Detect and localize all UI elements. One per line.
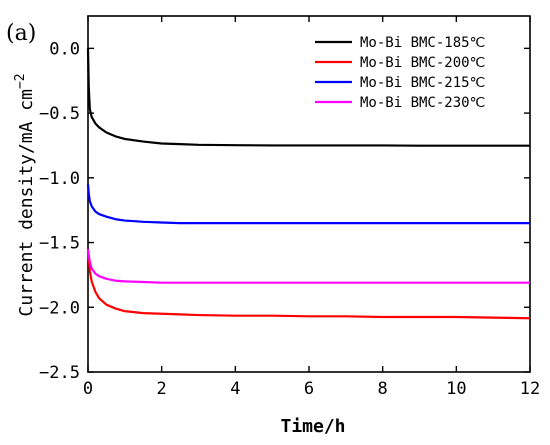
series-line-4 (86, 248, 530, 284)
legend-label-4: Mo-Bi BMC-230℃ (360, 95, 485, 111)
x-tick-label: 6 (304, 379, 314, 399)
y-tick-label: −2.5 (39, 363, 80, 383)
x-tick-label: 0 (83, 379, 93, 399)
y-axis-label-superscript: −2 (13, 73, 28, 89)
y-tick-label: −2.0 (39, 298, 80, 318)
legend-label-3: Mo-Bi BMC-215℃ (360, 75, 485, 91)
x-tick-label: 2 (157, 379, 167, 399)
panel-label: (a) (6, 21, 36, 46)
x-tick-label: 10 (446, 379, 466, 399)
y-tick-label: −1.0 (39, 169, 80, 189)
series-line-3 (86, 184, 530, 225)
y-axis-ticks: 0.0 −0.5 −1.0 −1.5 −2.0 −2.5 (39, 39, 530, 383)
legend: Mo-Bi BMC-185℃ Mo-Bi BMC-200℃ Mo-Bi BMC-21… (315, 35, 485, 111)
y-tick-label: −1.5 (39, 234, 80, 254)
x-tick-label: 8 (378, 379, 388, 399)
y-axis-label: Current density/mA cm−2 (13, 73, 37, 316)
x-tick-label: 12 (520, 379, 540, 399)
legend-label-2: Mo-Bi BMC-200℃ (360, 55, 485, 71)
y-tick-label: −0.5 (39, 104, 80, 124)
x-axis-label: Time/h (280, 416, 345, 437)
x-axis-ticks: 0 2 4 6 8 10 12 (83, 16, 540, 399)
y-tick-label: 0.0 (49, 39, 80, 59)
series-line-1 (86, 48, 530, 147)
legend-label-1: Mo-Bi BMC-185℃ (360, 35, 485, 51)
y-axis-label-text: Current density/mA cm (16, 89, 37, 317)
x-tick-label: 4 (230, 379, 240, 399)
series-line-2 (86, 248, 531, 320)
series-lines (86, 48, 531, 320)
